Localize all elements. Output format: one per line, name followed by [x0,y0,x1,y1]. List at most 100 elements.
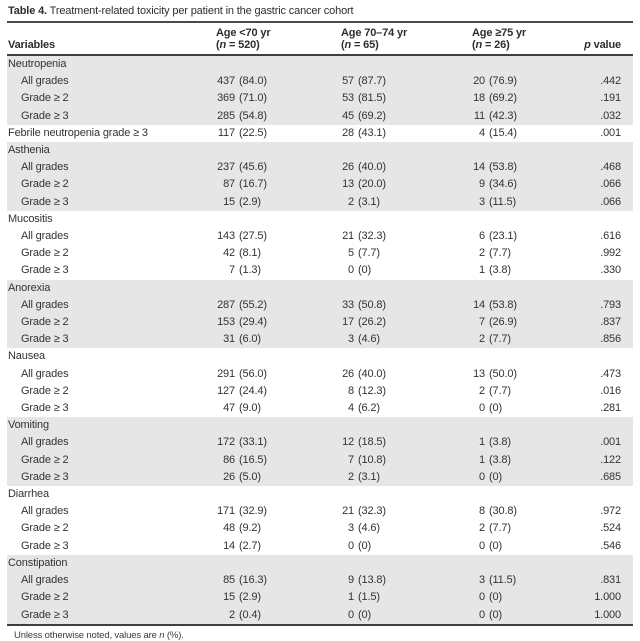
p-value-cell: .685 [569,468,633,487]
value-cell: 7 (1.3) [215,262,340,279]
percent-value: (0) [358,608,371,621]
count-value: 1 [479,453,485,466]
count-value: 0 [479,470,485,483]
value-cell: 9 (34.6) [471,176,569,194]
percent-value: (3.1) [358,470,380,483]
count-value: 369 [217,92,235,105]
toxicity-data-row: Febrile neutropenia grade ≥ 3 117 (22.5) 28… [7,125,633,142]
count-value: 33 [342,298,354,311]
count-value: 85 [223,574,235,587]
percent-value: (29.4) [239,316,267,329]
variable-label-cell: Grade ≥ 3 [7,193,215,211]
p-value-cell: .972 [600,505,621,518]
count-value: 20 [473,75,485,88]
count-value: 7 [348,453,354,466]
count-value: 0 [348,264,354,277]
value-cell: 87 (16.7) [215,176,340,194]
percent-value: (53.8) [489,298,517,311]
count-value: 8 [348,384,354,397]
toxicity-data-row: Grade ≥ 2 48 (9.2) 3 (4.6) 2 (7.7) .524 [7,520,633,537]
value-cell: 7 (26.9) [471,314,569,332]
section-label-cell: Mucositis [8,212,53,225]
column-header-variables: Variables [7,21,215,56]
count-value: 57 [342,75,354,88]
p-value-cell: .122 [569,451,633,469]
value-cell: 0 (0) [340,606,471,626]
count-value: 0 [348,539,354,552]
value-cell: 15 (2.9) [215,193,340,211]
percent-value: (20.0) [358,178,386,191]
value-cell: 117 (22.5) [215,125,340,142]
value-cell: 0 (0) [471,606,569,626]
percent-value: (0) [358,539,371,552]
percent-value: (7.7) [489,522,511,535]
value-cell: 1 (1.5) [340,589,471,607]
variable-label-cell: All grades [7,434,215,452]
count-value: 127 [217,384,235,397]
value-cell: 0 (0) [471,538,569,555]
percent-value: (40.0) [358,367,386,380]
p-value-cell: 1.000 [569,589,633,607]
section-header-row: Mucositis [7,211,633,228]
count-value: 53 [342,92,354,105]
p-value-cell: .468 [569,159,633,177]
count-value: 15 [223,195,235,208]
count-value: 17 [342,316,354,329]
percent-value: (69.2) [358,109,386,122]
percent-value: (7.7) [489,384,511,397]
percent-value: (26.2) [358,316,386,329]
section-label-cell: Nausea [8,350,46,363]
value-cell: 2 (7.7) [471,245,569,262]
value-cell: 2 (0.4) [215,606,340,626]
count-value: 9 [348,574,354,587]
value-cell: 26 (5.0) [215,468,340,487]
count-value: 21 [342,230,354,243]
value-cell: 0 (0) [471,468,569,487]
percent-value: (43.1) [358,126,386,139]
count-value: 0 [479,402,485,415]
value-cell: 21 (32.3) [340,503,471,520]
p-value-cell: .016 [600,384,621,397]
count-value: 2 [479,384,485,397]
count-value: 0 [479,539,485,552]
variable-label-cell: Grade ≥ 2 [7,176,215,194]
toxicity-data-row: Grade ≥ 2 86 (16.5) 7 (10.8) 1 (3.8) .122 [7,451,633,469]
percent-value: (53.8) [489,161,517,174]
count-value: 26 [342,367,354,380]
percent-value: (33.1) [239,436,267,449]
percent-value: (76.9) [489,75,517,88]
percent-value: (9.2) [239,522,261,535]
value-cell: 11 (42.3) [471,107,569,125]
variable-label-cell: Grade ≥ 2 [7,451,215,469]
table-header: Variables Age <70 yr (n = 520) Age 70–74… [7,21,633,56]
count-value: 3 [479,574,485,587]
count-value: 45 [342,109,354,122]
value-cell: 18 (69.2) [471,90,569,108]
percent-value: (7.7) [489,247,511,260]
percent-value: (3.8) [489,436,511,449]
percent-value: (13.8) [358,574,386,587]
percent-value: (7.7) [489,333,511,346]
percent-value: (71.0) [239,92,267,105]
count-value: 2 [348,195,354,208]
value-cell: 14 (2.7) [215,538,340,555]
count-value: 4 [348,402,354,415]
value-cell: 28 (43.1) [340,125,471,142]
count-value: 237 [217,161,235,174]
toxicity-data-row: Grade ≥ 2 42 (8.1) 5 (7.7) 2 (7.7) .992 [7,245,633,262]
value-cell: 86 (16.5) [215,451,340,469]
section-label-cell: Neutropenia [7,55,633,74]
value-cell: 12 (18.5) [340,434,471,452]
count-value: 5 [348,247,354,260]
percent-value: (2.9) [239,591,261,604]
value-cell: 26 (40.0) [340,159,471,177]
percent-value: (69.2) [489,92,517,105]
p-value-cell: .066 [569,176,633,194]
count-value: 2 [479,522,485,535]
percent-value: (6.2) [358,402,380,415]
count-value: 4 [479,126,485,139]
count-value: 28 [342,126,354,139]
variable-label-cell: All grades [21,505,69,518]
count-value: 31 [223,333,235,346]
percent-value: (23.1) [489,230,517,243]
